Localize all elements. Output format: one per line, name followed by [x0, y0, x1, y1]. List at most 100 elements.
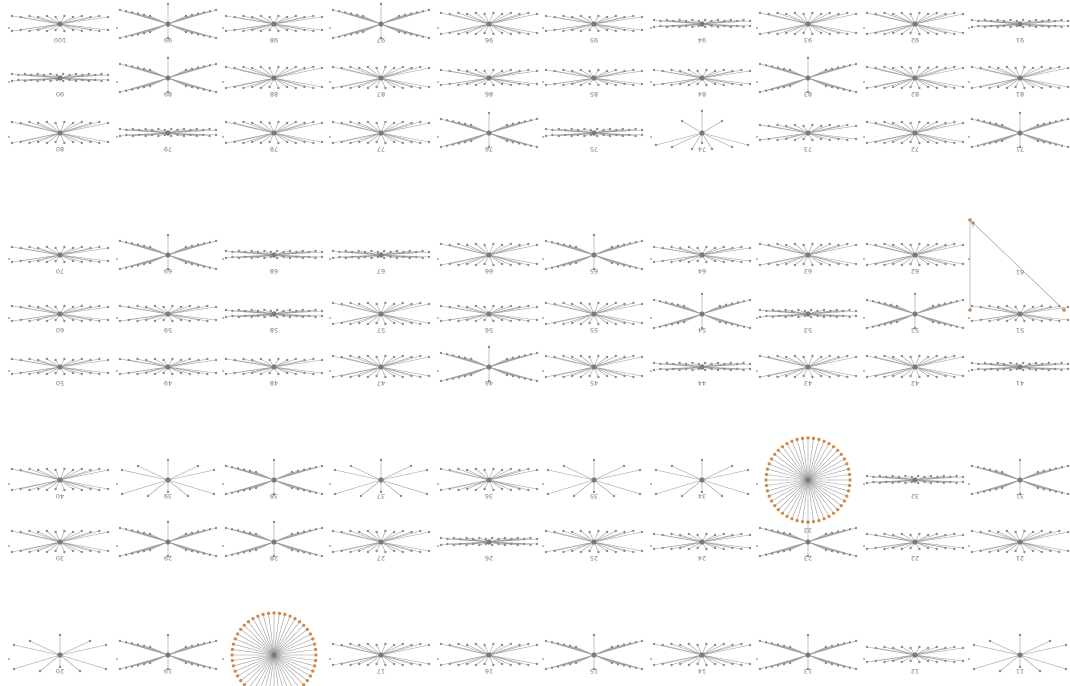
leaf-node-55-21	[632, 322, 635, 326]
leaf-node-56-10	[483, 305, 486, 309]
network-42: 42	[863, 354, 965, 387]
leaf-node-90-8	[36, 72, 39, 76]
leaf-node-76-4	[445, 119, 449, 122]
edge-25-2	[554, 531, 595, 543]
edge-27-23	[380, 541, 430, 552]
leaf-node-12-18	[944, 646, 947, 650]
leaf-node-28-21	[290, 532, 294, 536]
edge-89-23	[167, 77, 187, 87]
edge-56-17	[488, 313, 511, 322]
side-marker-24	[650, 545, 652, 547]
leaf-node-81-3	[979, 85, 982, 89]
hub-node-50	[57, 364, 63, 370]
leaf-node-22-19	[944, 546, 947, 550]
leaf-node-90-0	[10, 72, 14, 76]
edge-21-3	[980, 541, 1021, 552]
edge-33-13	[802, 479, 809, 522]
leaf-node-31-20	[1000, 470, 1004, 474]
edge-82-23	[914, 77, 964, 88]
edge-66-8	[475, 243, 490, 256]
edge-17-22	[380, 644, 430, 656]
leaf-node-85-9	[579, 83, 583, 87]
leaf-node-27-22	[427, 530, 431, 534]
side-marker-80	[8, 136, 10, 138]
side-marker-72	[863, 136, 865, 138]
leaf-node-25-3	[553, 549, 556, 553]
side-marker-73	[756, 136, 758, 138]
leaf-node-36-17	[509, 488, 512, 492]
leaf-node-54-18	[676, 322, 680, 325]
edge-30-23	[59, 541, 109, 552]
leaf-node-99-6	[124, 35, 128, 38]
leaf-node-27-5	[349, 550, 352, 554]
leaf-node-12-12	[918, 645, 921, 649]
edge-47-15	[380, 366, 395, 377]
leaf-node-22-8	[900, 532, 904, 536]
leaf-node-31-23	[1036, 486, 1040, 490]
leaf-node-16-7	[466, 662, 469, 666]
edge-47-7	[359, 366, 382, 377]
edge-51-20	[1019, 305, 1060, 315]
leaf-node-51-10	[1014, 305, 1017, 309]
leaf-node-77-12	[384, 120, 387, 124]
network-68: 68	[222, 249, 324, 275]
leaf-node-80-7	[37, 140, 40, 144]
leaf-node-29-25	[166, 554, 170, 558]
leaf-node-79-5	[131, 134, 134, 138]
leaf-node-97-22	[361, 30, 365, 34]
leaf-node-58-30	[320, 309, 324, 313]
leaf-node-27-3	[340, 549, 343, 553]
leaf-node-57-20	[419, 301, 422, 305]
leaf-node-48-18	[303, 358, 306, 362]
leaf-node-53-5	[771, 315, 774, 319]
leaf-node-17-1	[331, 663, 335, 667]
leaf-node-57-5	[349, 322, 352, 326]
network-label-85: 85	[590, 90, 598, 98]
leaf-node-52-2	[865, 326, 869, 330]
leaf-node-50-0	[10, 357, 14, 361]
edge-22-17	[914, 541, 937, 550]
leaf-node-58-24	[301, 308, 304, 312]
edge-69-21	[167, 246, 187, 256]
edge-45-20	[593, 355, 634, 368]
leaf-node-16-1	[439, 663, 443, 667]
leaf-node-17-7	[358, 662, 361, 666]
edge-38-23	[273, 479, 293, 489]
leaf-node-70-12	[63, 245, 66, 249]
leaf-node-92-8	[900, 11, 904, 15]
leaf-node-17-16	[401, 642, 404, 646]
leaf-node-84-23	[748, 82, 752, 86]
edge-81-14	[1019, 67, 1034, 79]
leaf-node-79-27	[202, 133, 205, 137]
leaf-node-97-5	[421, 10, 425, 13]
leaf-node-13-17	[830, 644, 834, 647]
leaf-node-27-8	[366, 529, 370, 533]
leaf-node-67-18	[389, 250, 392, 254]
leaf-node-53-8	[784, 308, 787, 312]
leaf-node-13-0	[758, 639, 762, 643]
edge-43-14	[807, 356, 822, 368]
leaf-node-22-7	[892, 546, 895, 550]
leaf-node-78-2	[233, 121, 236, 125]
leaf-node-15-5	[634, 641, 638, 644]
leaf-node-22-9	[900, 547, 904, 551]
leaf-node-30-10	[54, 530, 57, 534]
network-73: 73	[756, 123, 858, 153]
network-48: 48	[222, 357, 324, 387]
edge-17-15	[380, 654, 395, 665]
edge-91-30	[1019, 20, 1069, 25]
leaf-node-90-28	[100, 72, 103, 76]
leaf-node-21-13	[1023, 550, 1026, 554]
edge-18-23	[232, 654, 275, 661]
edge-35-3	[593, 465, 625, 481]
leaf-node-18-20	[236, 674, 240, 678]
leaf-node-63-8	[793, 242, 797, 246]
leaf-node-29-3	[214, 554, 218, 558]
leaf-node-60-21	[98, 319, 101, 323]
leaf-node-38-9	[308, 467, 312, 470]
leaf-node-91-10	[1002, 19, 1006, 23]
leaf-node-51-19	[1049, 318, 1052, 322]
edge-43-17	[807, 366, 830, 378]
leaf-node-91-6	[990, 19, 993, 23]
edge-14-22	[701, 644, 751, 656]
